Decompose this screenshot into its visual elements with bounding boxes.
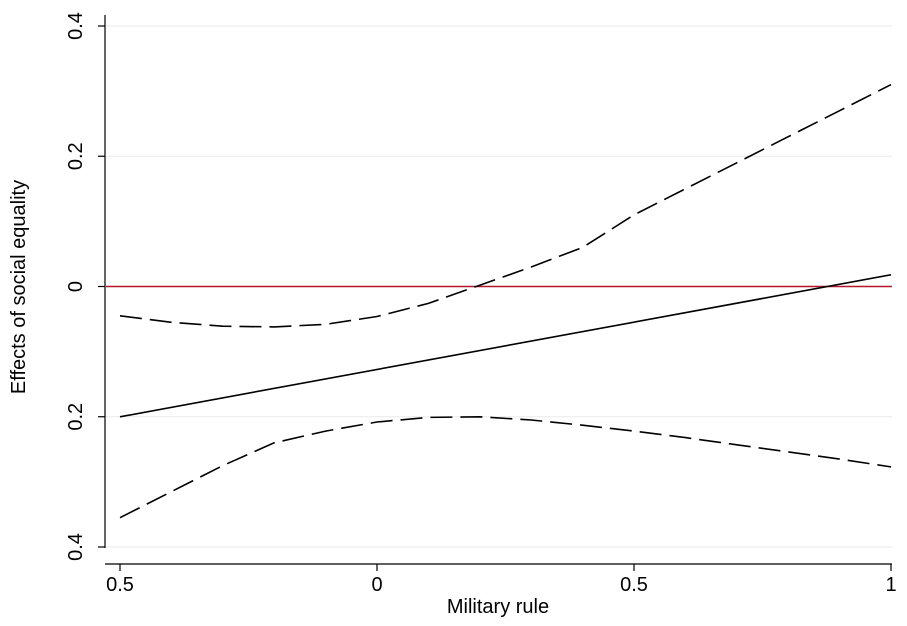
x-tick-label-2: 0.5 <box>620 574 648 596</box>
y-ticks: 0.4 0.2 0 0.2 0.4 <box>65 12 105 561</box>
confidence-bound-line-2 <box>119 415 892 519</box>
y-tick-label-3: 0.2 <box>65 142 87 170</box>
y-tick-label-2: 0 <box>65 281 87 292</box>
estimate-line-0 <box>119 274 892 418</box>
y-tick-label-1: 0.2 <box>65 403 87 431</box>
x-tick-label-3: 1 <box>885 574 896 596</box>
x-ticks: 0.5 0 0.5 1 <box>106 564 897 596</box>
axes <box>104 15 892 565</box>
series-group <box>119 83 892 519</box>
y-tick-label-4: 0.4 <box>65 12 87 40</box>
x-tick-label-1: 0 <box>371 574 382 596</box>
y-tick-label-0: 0.4 <box>65 533 87 561</box>
x-axis-title: Military rule <box>447 596 549 618</box>
y-axis-title: Effects of social equality <box>8 180 30 394</box>
x-tick-label-0: 0.5 <box>106 574 134 596</box>
confidence-bound-line-1 <box>119 83 892 328</box>
